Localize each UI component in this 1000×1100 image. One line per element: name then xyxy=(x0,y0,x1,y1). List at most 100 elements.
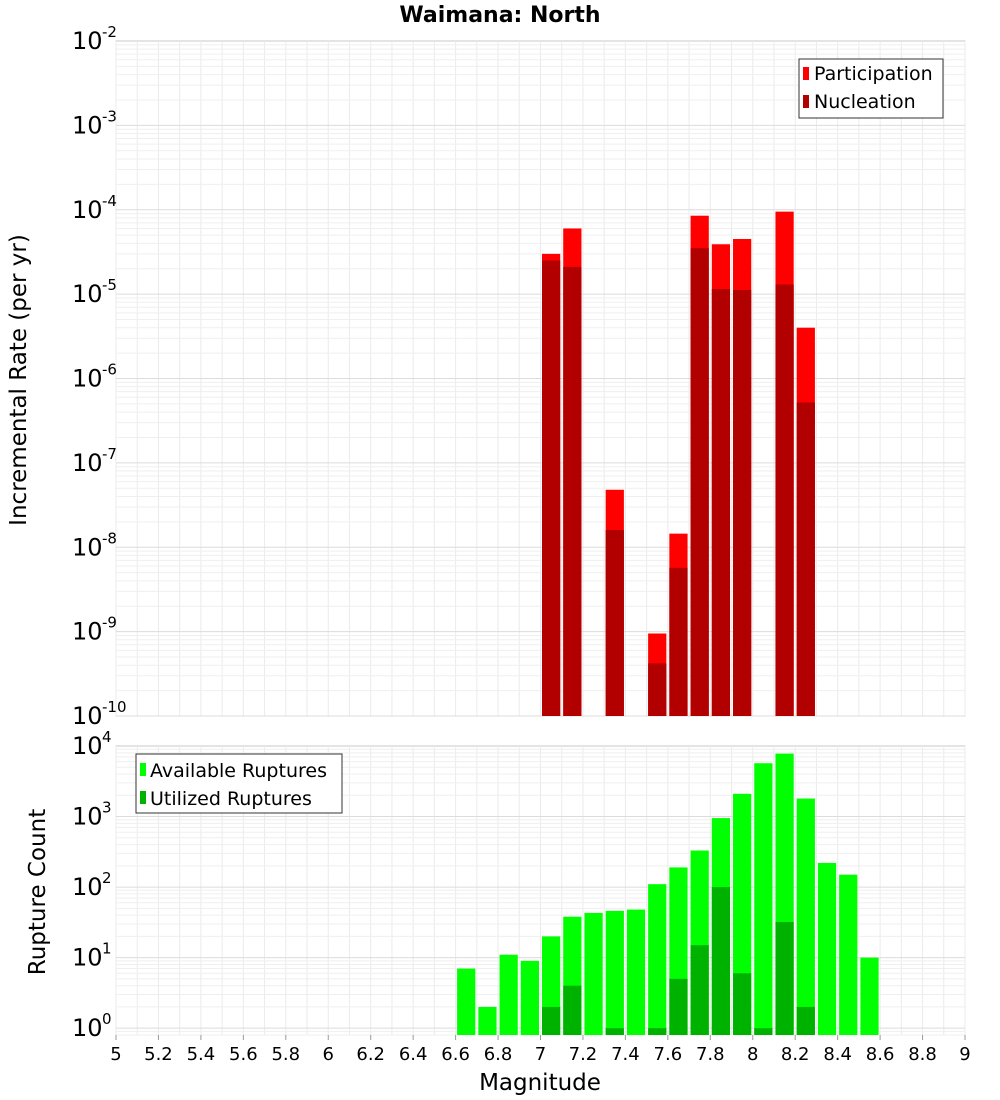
bottom-y-tick-label: 10 xyxy=(72,873,103,901)
bottom-bar-utilized-ruptures xyxy=(669,978,688,1035)
top-bar-nucleation xyxy=(542,260,561,716)
top-y-tick-label: 10 xyxy=(72,196,103,224)
bottom-bar-available-ruptures xyxy=(520,960,539,1035)
x-tick-label: 7.2 xyxy=(569,1044,598,1065)
x-tick-label: 6.6 xyxy=(441,1044,470,1065)
bottom-bar-utilized-ruptures xyxy=(690,945,709,1035)
x-tick-label: 7.4 xyxy=(611,1044,640,1065)
bottom-bar-utilized-ruptures xyxy=(775,921,794,1035)
x-tick-label: 7 xyxy=(535,1044,546,1065)
top-y-tick-label: 10 xyxy=(72,702,103,730)
top-bar-nucleation xyxy=(669,567,688,716)
bottom-bar-utilized-ruptures xyxy=(796,1006,815,1035)
bottom-y-tick-label: 10 xyxy=(72,944,103,972)
bottom-y-tick-exponent: 1 xyxy=(102,940,112,958)
x-tick-label: 8.2 xyxy=(781,1044,810,1065)
top-bar-nucleation xyxy=(796,402,815,716)
top-bar-nucleation xyxy=(690,248,709,717)
x-tick-label: 6 xyxy=(323,1044,334,1065)
bottom-bar-available-ruptures xyxy=(457,968,476,1035)
top-bars xyxy=(542,211,815,717)
bottom-bar-available-ruptures xyxy=(817,862,837,1035)
bottom-bar-utilized-ruptures xyxy=(711,887,731,1035)
chart-title: Waimana: North xyxy=(399,3,600,28)
top-y-axis-label: Incremental Rate (per yr) xyxy=(6,234,32,526)
top-bar-nucleation xyxy=(733,289,752,716)
bottom-bar-available-ruptures xyxy=(796,798,815,1035)
top-y-tick-exponent: -9 xyxy=(102,614,117,632)
top-y-tick-label: 10 xyxy=(72,27,103,55)
bottom-y-tick-exponent: 3 xyxy=(102,799,112,817)
top-y-tick-exponent: -4 xyxy=(102,192,117,210)
top-y-tick-label: 10 xyxy=(72,365,103,393)
bottom-bar-available-ruptures xyxy=(584,912,603,1035)
top-y-tick-exponent: -6 xyxy=(102,361,117,379)
top-y-tick-exponent: -7 xyxy=(102,445,117,463)
x-tick-label: 6.2 xyxy=(356,1044,385,1065)
bottom-bars xyxy=(457,753,879,1035)
bottom-y-tick-exponent: 4 xyxy=(102,728,112,746)
x-tick-label: 5.4 xyxy=(187,1044,216,1065)
top-y-tick-label: 10 xyxy=(72,618,103,646)
bottom-y-tick-label: 10 xyxy=(72,732,103,760)
x-tick-label: 5.6 xyxy=(229,1044,258,1065)
x-tick-label: 5.8 xyxy=(271,1044,300,1065)
x-tick-label: 7.8 xyxy=(696,1044,725,1065)
x-tick-label: 8 xyxy=(747,1044,758,1065)
top-y-tick-label: 10 xyxy=(72,111,103,139)
x-ticks: 5 5.2 5.4 5.6 5.8 6 6.2 6.4 6.6 6.8 7 7.2 7.4 7.6 7.8 8… xyxy=(110,1035,971,1065)
top-y-tick-label: 10 xyxy=(72,533,103,561)
x-tick-label: 5.2 xyxy=(144,1044,173,1065)
top-bar-nucleation xyxy=(563,266,582,716)
x-tick-label: 6.8 xyxy=(484,1044,513,1065)
legend-swatch-utilized xyxy=(140,791,146,804)
legend-swatch-nucleation xyxy=(803,95,809,108)
bottom-y-tick-exponent: 2 xyxy=(102,869,112,887)
legend-swatch-available xyxy=(140,763,146,776)
legend-label-utilized: Utilized Ruptures xyxy=(150,788,312,810)
x-tick-label: 8.4 xyxy=(823,1044,852,1065)
x-tick-label: 6.4 xyxy=(399,1044,428,1065)
x-tick-label: 7.6 xyxy=(654,1044,683,1065)
bottom-bar-utilized-ruptures xyxy=(563,985,582,1035)
bottom-y-axis-label: Rupture Count xyxy=(25,809,51,975)
top-y-tick-exponent: -10 xyxy=(102,698,127,716)
bottom-y-tick-label: 10 xyxy=(72,1014,103,1042)
top-y-tick-exponent: -8 xyxy=(102,529,117,547)
legend-swatch-participation xyxy=(803,67,809,80)
bottom-bar-available-ruptures xyxy=(860,957,879,1035)
top-y-tick-exponent: -2 xyxy=(102,23,117,41)
top-bar-nucleation xyxy=(711,289,731,716)
bottom-bar-available-ruptures xyxy=(605,910,624,1035)
top-bar-nucleation xyxy=(648,663,667,716)
bottom-bar-available-ruptures xyxy=(839,874,858,1035)
bottom-bar-available-ruptures xyxy=(648,884,667,1035)
bottom-y-tick-exponent: 0 xyxy=(102,1010,112,1028)
bottom-bar-utilized-ruptures xyxy=(754,1028,773,1035)
top-gridlines xyxy=(115,41,966,717)
top-legend: Participation Nucleation xyxy=(798,58,944,119)
legend-label-participation: Participation xyxy=(814,63,933,85)
bottom-bar-utilized-ruptures xyxy=(605,1028,624,1035)
top-bar-nucleation xyxy=(605,530,624,716)
bottom-legend: Available Ruptures Utilized Ruptures xyxy=(135,753,343,814)
bottom-bar-available-ruptures xyxy=(754,763,773,1035)
bottom-bar-utilized-ruptures xyxy=(733,973,752,1035)
x-tick-label: 9 xyxy=(959,1044,970,1065)
bottom-bar-utilized-ruptures xyxy=(542,1006,561,1035)
legend-label-available: Available Ruptures xyxy=(150,760,327,782)
bottom-y-tick-label: 10 xyxy=(72,803,103,831)
bottom-bar-available-ruptures xyxy=(626,909,646,1035)
x-tick-label: 8.6 xyxy=(866,1044,895,1065)
top-bar-nucleation xyxy=(775,284,794,716)
legend-label-nucleation: Nucleation xyxy=(814,91,916,113)
top-y-tick-exponent: -3 xyxy=(102,107,117,125)
top-y-tick-label: 10 xyxy=(72,280,103,308)
top-y-tick-label: 10 xyxy=(72,449,103,477)
bottom-bar-available-ruptures xyxy=(499,954,518,1035)
